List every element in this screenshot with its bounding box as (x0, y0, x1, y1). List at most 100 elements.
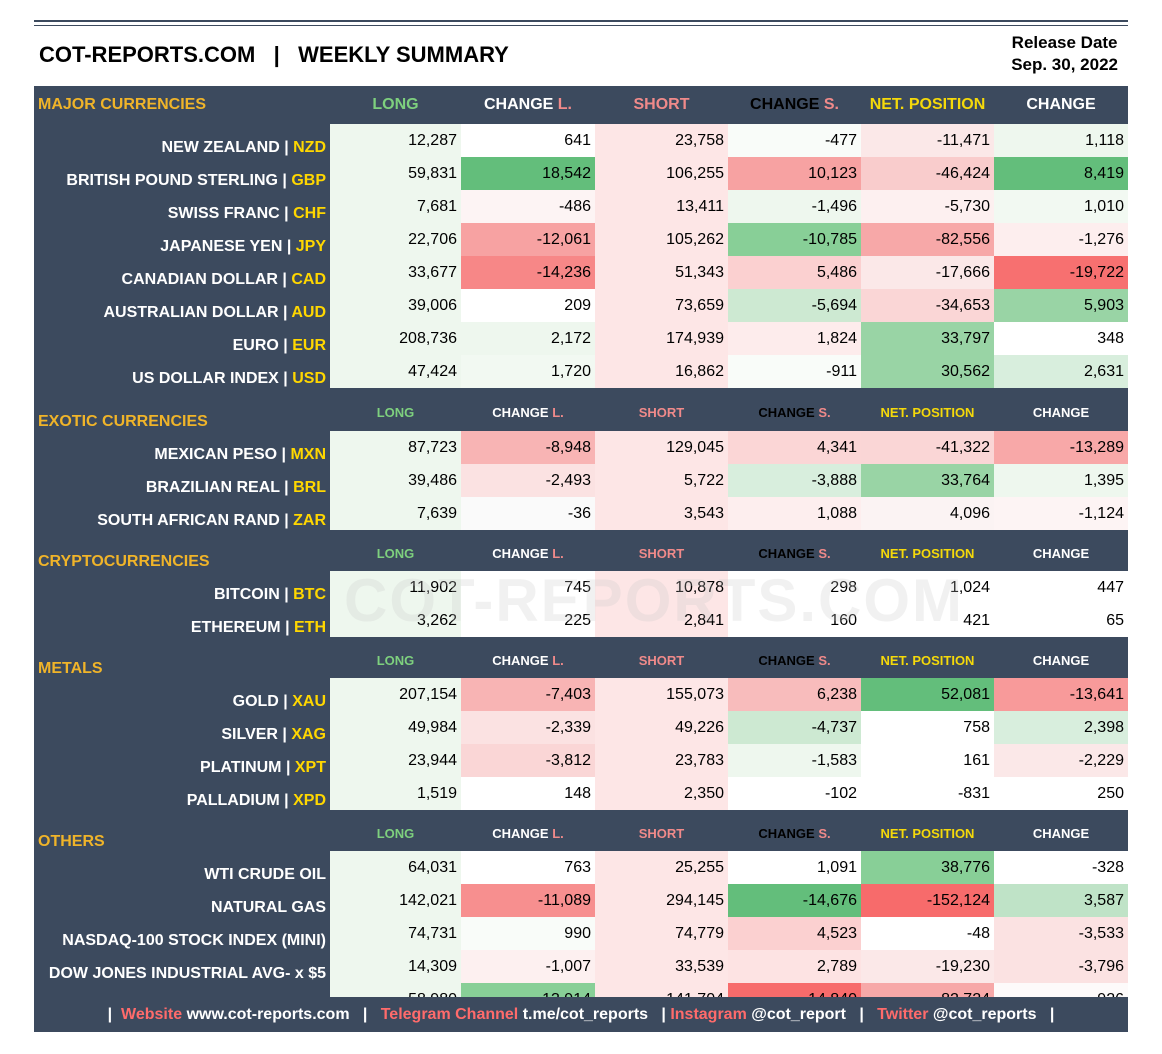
change-short-value: -3,888 (728, 464, 861, 497)
instrument-label: CANADIAN DOLLAR | (121, 271, 292, 288)
col-short-header: SHORT (595, 393, 728, 431)
instrument-code: XPT (294, 759, 326, 776)
net-position-value: 1,024 (861, 571, 994, 604)
change-value: 1,010 (994, 190, 1128, 223)
instrument-name: US DOLLAR INDEX | USD (34, 355, 330, 388)
long-value: 207,154 (330, 678, 461, 711)
long-value: 142,021 (330, 884, 461, 917)
net-position-value: -46,424 (861, 157, 994, 190)
change-label: CHANGE (492, 404, 553, 420)
instrument-code: BTC (293, 586, 326, 603)
instrument-name: BRAZILIAN REAL | BRL (34, 464, 330, 497)
net-position-value: 758 (861, 711, 994, 744)
section-header: MAJOR CURRENCIES LONG CHANGE L. SHORT CHANGE… (34, 86, 1128, 124)
change-short-value: -10,785 (728, 223, 861, 256)
instrument-name: BRITISH POUND STERLING | GBP (34, 157, 330, 190)
instrument-code: BRL (293, 479, 326, 496)
change-short-value: 10,123 (728, 157, 861, 190)
table-row: BITCOIN | BTC 11,902 745 10,878 298 1,024 447 (34, 571, 1128, 604)
section-separator (34, 637, 1128, 642)
change-value: -1,124 (994, 497, 1128, 530)
instrument-label: EURO | (232, 337, 293, 354)
short-suffix: S. (818, 825, 831, 841)
short-value: 129,045 (595, 431, 728, 464)
change-short-value: -4,737 (728, 711, 861, 744)
short-value: 3,543 (595, 497, 728, 530)
section-title: CRYPTOCURRENCIES (34, 535, 330, 571)
release-label: Release Date (1011, 33, 1118, 52)
change-label: CHANGE (492, 545, 553, 561)
change-long-value: -11,089 (461, 884, 595, 917)
long-value: 39,486 (330, 464, 461, 497)
short-suffix: S. (818, 652, 831, 668)
short-suffix: S. (818, 404, 831, 420)
change-short-value: -5,694 (728, 289, 861, 322)
instrument-name: GOLD | XAU (34, 678, 330, 711)
col-long-header: LONG (330, 535, 461, 571)
change-short-value: 1,088 (728, 497, 861, 530)
long-value: 11,902 (330, 571, 461, 604)
change-value: -13,289 (994, 431, 1128, 464)
instrument-label: GOLD | (232, 693, 293, 710)
net-position-value: -5,730 (861, 190, 994, 223)
instagram-label: Instagram (670, 1006, 747, 1023)
col-net-position-header: NET. POSITION (861, 815, 994, 851)
change-value: 447 (994, 571, 1128, 604)
table-row: CANADIAN DOLLAR | CAD 33,677 -14,236 51,343… (34, 256, 1128, 289)
change-long-value: 1,720 (461, 355, 595, 388)
instrument-label: JAPANESE YEN | (160, 238, 296, 255)
telegram-label: Telegram Channel (380, 1006, 519, 1023)
change-long-value: 209 (461, 289, 595, 322)
section-header: CRYPTOCURRENCIES LONG CHANGE L. SHORT CHANGE… (34, 535, 1128, 571)
website-link[interactable]: www.cot-reports.com (186, 1006, 350, 1023)
section-header: OTHERS LONG CHANGE L. SHORT CHANGE S. NET. PO… (34, 815, 1128, 851)
instrument-label: BRITISH POUND STERLING | (66, 172, 292, 189)
instrument-name: NASDAQ-100 STOCK INDEX (MINI) (34, 917, 330, 950)
col-net-position-header: NET. POSITION (861, 393, 994, 431)
table-row: BRITISH POUND STERLING | GBP 59,831 18,542… (34, 157, 1128, 190)
col-change-long-header: CHANGE L. (461, 86, 595, 124)
col-change-header: CHANGE (994, 86, 1128, 124)
instrument-name: EURO | EUR (34, 322, 330, 355)
telegram-link[interactable]: t.me/cot_reports (522, 1006, 649, 1023)
change-value: -1,276 (994, 223, 1128, 256)
change-value: 3,587 (994, 884, 1128, 917)
col-short-header: SHORT (595, 535, 728, 571)
change-short-value: 5,486 (728, 256, 861, 289)
summary-table: MAJOR CURRENCIES LONG CHANGE L. SHORT CHANGE… (34, 86, 1128, 1016)
col-short-header: SHORT (595, 86, 728, 124)
instrument-label: SOUTH AFRICAN RAND | (97, 512, 294, 529)
instagram-link[interactable]: @cot_report (751, 1006, 846, 1023)
separator-cell (34, 388, 1128, 393)
long-value: 22,706 (330, 223, 461, 256)
instrument-code: CHF (293, 205, 326, 222)
instrument-label: BRAZILIAN REAL | (145, 479, 294, 496)
change-value: -3,533 (994, 917, 1128, 950)
short-value: 10,878 (595, 571, 728, 604)
instrument-label: SWISS FRANC | (167, 205, 294, 222)
short-value: 174,939 (595, 322, 728, 355)
instrument-label: BITCOIN | (213, 586, 294, 603)
net-position-value: -831 (861, 777, 994, 810)
instrument-name: CANADIAN DOLLAR | CAD (34, 256, 330, 289)
long-value: 1,519 (330, 777, 461, 810)
short-value: 74,779 (595, 917, 728, 950)
change-long-value: -7,403 (461, 678, 595, 711)
instrument-label: NASDAQ-100 STOCK INDEX (MINI) (62, 932, 326, 949)
short-suffix: S. (818, 545, 831, 561)
instrument-code: CAD (291, 271, 326, 288)
long-suffix: L. (552, 404, 564, 420)
long-value: 33,677 (330, 256, 461, 289)
col-change-short-header: CHANGE S. (728, 393, 861, 431)
change-short-value: 6,238 (728, 678, 861, 711)
instrument-code: AUD (291, 304, 326, 321)
change-long-value: -36 (461, 497, 595, 530)
net-position-value: -152,124 (861, 884, 994, 917)
twitter-link[interactable]: @cot_reports (932, 1006, 1037, 1023)
instrument-name: AUSTRALIAN DOLLAR | AUD (34, 289, 330, 322)
section-separator (34, 810, 1128, 815)
change-short-value: 1,091 (728, 851, 861, 884)
change-short-value: 160 (728, 604, 861, 637)
change-long-value: -1,007 (461, 950, 595, 983)
short-value: 49,226 (595, 711, 728, 744)
